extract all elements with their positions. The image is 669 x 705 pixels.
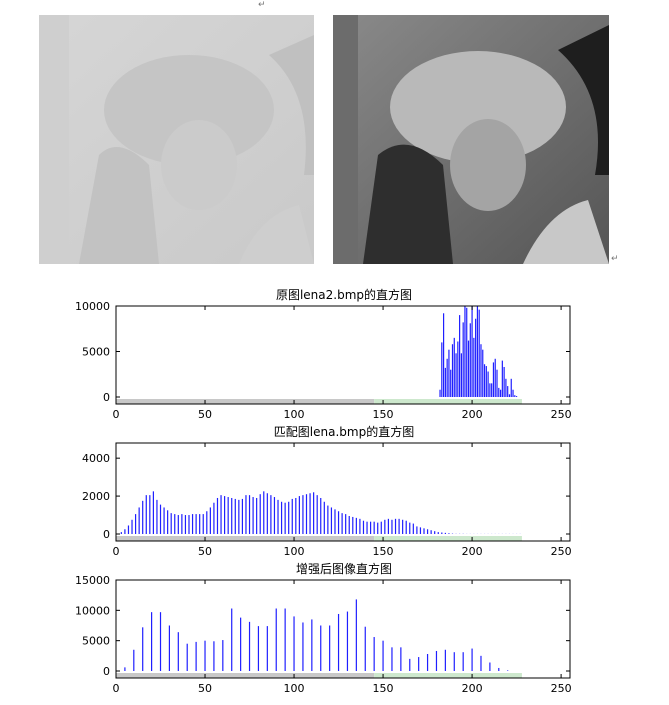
chart-title: 原图lena2.bmp的直方图 xyxy=(276,287,412,302)
x-tick-label: 250 xyxy=(551,408,572,421)
x-tick-label: 0 xyxy=(113,682,120,695)
y-tick-label: 10000 xyxy=(75,300,110,313)
enhanced-image xyxy=(333,15,609,264)
colorbar-gray xyxy=(116,536,375,541)
original-image xyxy=(39,15,314,264)
y-tick-label: 2000 xyxy=(82,490,110,503)
colorbar-green xyxy=(374,399,522,404)
y-tick-label: 0 xyxy=(103,528,110,541)
x-tick-label: 100 xyxy=(284,545,305,558)
x-tick-label: 50 xyxy=(198,682,212,695)
y-tick-label: 0 xyxy=(103,665,110,678)
colorbar-gray xyxy=(116,673,375,678)
x-tick-label: 250 xyxy=(551,545,572,558)
y-tick-label: 15000 xyxy=(75,574,110,587)
x-tick-label: 0 xyxy=(113,545,120,558)
return-mark-icon: ↵ xyxy=(611,254,619,264)
y-tick-label: 0 xyxy=(103,391,110,404)
plot-frame xyxy=(115,442,571,542)
return-mark-icon: ↵ xyxy=(258,0,266,10)
x-tick-label: 100 xyxy=(284,408,305,421)
y-tick-label: 4000 xyxy=(82,452,110,465)
x-tick-label: 150 xyxy=(373,545,394,558)
x-tick-label: 50 xyxy=(198,408,212,421)
x-tick-label: 0 xyxy=(113,408,120,421)
colorbar-green xyxy=(374,536,522,541)
y-tick-label: 5000 xyxy=(82,346,110,359)
chart-title: 匹配图lena.bmp的直方图 xyxy=(274,424,414,439)
x-tick-label: 100 xyxy=(284,682,305,695)
x-tick-label: 200 xyxy=(462,545,483,558)
x-tick-label: 200 xyxy=(462,408,483,421)
x-tick-label: 50 xyxy=(198,545,212,558)
plot-frame xyxy=(115,579,571,679)
y-tick-label: 5000 xyxy=(82,635,110,648)
plot-frame xyxy=(115,305,571,405)
x-tick-label: 150 xyxy=(373,682,394,695)
y-tick-label: 10000 xyxy=(75,604,110,617)
x-tick-label: 200 xyxy=(462,682,483,695)
colorbar-green xyxy=(374,673,522,678)
chart-title: 增强后图像直方图 xyxy=(296,561,392,576)
x-tick-label: 250 xyxy=(551,682,572,695)
x-tick-label: 150 xyxy=(373,408,394,421)
colorbar-gray xyxy=(116,399,375,404)
